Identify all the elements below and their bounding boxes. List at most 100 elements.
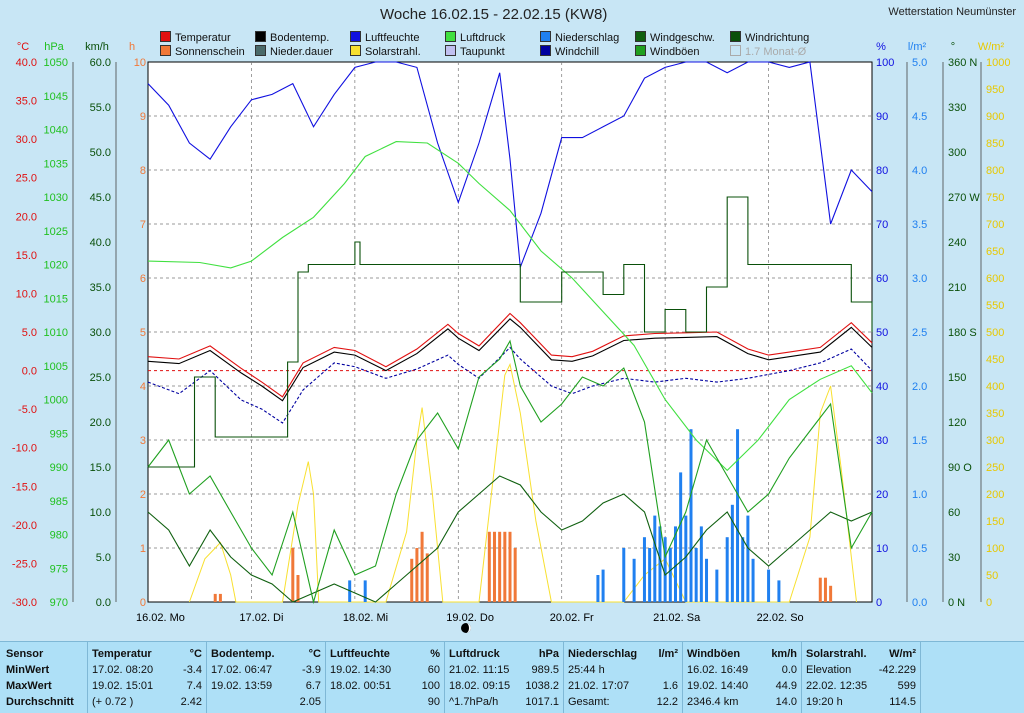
precipitation-bar <box>694 548 698 602</box>
stats-cell-label: MinWert <box>6 664 50 676</box>
precipitation-bar <box>673 526 677 602</box>
x-tick-label: 17.02. Di <box>239 612 283 624</box>
left-axes: °C40.035.030.025.020.015.010.05.00.0-5.0… <box>12 41 146 609</box>
sunshine-bar <box>296 575 300 602</box>
x-tick-label: 20.02. Fr <box>550 612 594 624</box>
axis-tick-label: 10 <box>876 543 888 555</box>
axis-tick-label: 90 <box>876 111 888 123</box>
axis-tick-label: -10.0 <box>12 443 37 455</box>
axis-tick-label: 950 <box>986 84 1004 96</box>
stats-cell-value: -3.9 <box>302 664 321 676</box>
axis-tick-label: 5.0 <box>912 57 927 69</box>
station-name: Wetterstation Neumünster <box>888 6 1016 18</box>
stats-cell-value: hPa <box>538 648 559 660</box>
stats-column: Solarstrahl. W/m² Elevation -42.229 22.02. 1… <box>802 642 921 713</box>
axis-tick-label: 150 <box>948 372 966 384</box>
axis-tick-label: 4.5 <box>912 111 927 123</box>
stats-column: Luftdruck hPa 21.02. 11:15 989.5 18.02. 09:1… <box>445 642 564 713</box>
stats-cell-label: Elevation <box>806 664 852 676</box>
stats-cell-value: l/m² <box>658 648 678 660</box>
axis-tick-label: 450 <box>986 354 1004 366</box>
stats-header: Temperatur °C <box>92 648 202 664</box>
legend-label: Windrichtung <box>745 32 810 44</box>
legend-swatch <box>730 45 741 56</box>
stats-cell-label: 25:44 h <box>568 664 605 676</box>
sunshine-bar <box>415 548 419 602</box>
axis-tick-label: 550 <box>986 300 1004 312</box>
stats-cell-value: -42.229 <box>878 664 916 676</box>
stats-cell-label: 18.02. 00:51 <box>330 680 392 692</box>
stats-cell-label: 21.02. 17:07 <box>568 680 630 692</box>
legend-label: Solarstrahl. <box>365 46 421 58</box>
axis-tick-label: 600 <box>986 273 1004 285</box>
axis-tick-label: 240 <box>948 237 966 249</box>
precipitation-bar <box>668 548 672 602</box>
axis-tick-label: 100 <box>986 543 1004 555</box>
axis-tick-label: 970 <box>50 597 68 609</box>
sunshine-bar <box>818 577 822 602</box>
axis-tick-label: 2 <box>140 489 146 501</box>
axis-tick-label: 0 <box>986 597 992 609</box>
axis-tick-label: 0.5 <box>912 543 927 555</box>
axis-tick-label: 25.0 <box>16 173 37 185</box>
axis-tick-label: 1025 <box>44 226 68 238</box>
stats-row: 19.02. 14:40 44.9 <box>687 680 797 696</box>
stats-cell-value: 44.9 <box>775 680 797 692</box>
legend-label: Windböen <box>650 46 700 58</box>
axis-tick-label: 8 <box>140 165 146 177</box>
axis-tick-label: 2.5 <box>912 327 927 339</box>
axis-tick-label: 4.0 <box>912 165 927 177</box>
axis-tick-label: 995 <box>50 428 68 440</box>
axis-tick-label: 0.0 <box>22 366 37 378</box>
precipitation-bar <box>736 429 740 602</box>
solar-area-layer <box>188 362 857 603</box>
stats-cell-value: % <box>430 648 440 660</box>
stats-cell-label: Durchschnitt <box>6 696 74 708</box>
precipitation-bar <box>705 558 709 602</box>
axis-tick-label: 30.0 <box>16 134 37 146</box>
stats-row: 2.05 <box>211 696 321 712</box>
axis-tick-label: 975 <box>50 563 68 575</box>
precipitation-bar <box>725 537 729 602</box>
precipitation-bar <box>751 558 755 602</box>
stats-cell-value: W/m² <box>889 648 916 660</box>
sunshine-bar <box>425 553 429 602</box>
legend-label: Luftfeuchte <box>365 32 420 44</box>
stats-header: Sensor <box>6 648 83 664</box>
stats-header: Solarstrahl. W/m² <box>806 648 916 664</box>
axis-tick-label: 60.0 <box>90 57 111 69</box>
axis-tick-label: 0 <box>140 597 146 609</box>
axis-tick-label: 50 <box>986 570 998 582</box>
axis-tick-label: 100 <box>876 57 894 69</box>
moon-icon <box>461 623 471 633</box>
legend-label: Windchill <box>555 46 600 58</box>
stats-cell-value: 12.2 <box>656 696 678 708</box>
stats-cell-value: 0.0 <box>781 664 797 676</box>
legend-item: Solarstrahl. <box>350 45 421 58</box>
series-line-luftfeuchte <box>147 61 873 268</box>
axis-tick-label: 250 <box>986 462 1004 474</box>
axis-tick-label: 50.0 <box>90 147 111 159</box>
precipitation-bar <box>632 558 636 602</box>
stats-row: 17.02. 06:47 -3.9 <box>211 664 321 680</box>
legend-label: Bodentemp. <box>270 32 330 44</box>
precipitation-bar <box>767 569 771 602</box>
moon-icon-shade <box>466 623 471 633</box>
stats-cell-label: 19.02. 13:59 <box>211 680 273 692</box>
sunshine-bar <box>823 577 827 602</box>
axis-tick-label: 15.0 <box>90 462 111 474</box>
legend-item: Windchill <box>540 45 599 58</box>
stats-header: Windböen km/h <box>687 648 797 664</box>
sunshine-bar <box>498 531 502 602</box>
axis-tick-label: 1.5 <box>912 435 927 447</box>
axis-tick-label: 1 <box>140 543 146 555</box>
x-axis-labels: 16.02. Mo 17.02. Di 18.02. Mi 19.02. Do 20.0… <box>136 612 804 624</box>
stats-header: Niederschlag l/m² <box>568 648 678 664</box>
series-line-windchill <box>147 346 873 424</box>
stats-row: 16.02. 16:49 0.0 <box>687 664 797 680</box>
axis-tick-label: 500 <box>986 327 1004 339</box>
stats-column: Luftfeuchte% 19.02. 14:30 60 18.02. 00:51 10… <box>326 642 445 713</box>
stats-row: 25:44 h <box>568 664 678 680</box>
precipitation-bar <box>715 569 719 602</box>
axis-tick-label: 1020 <box>44 260 68 272</box>
